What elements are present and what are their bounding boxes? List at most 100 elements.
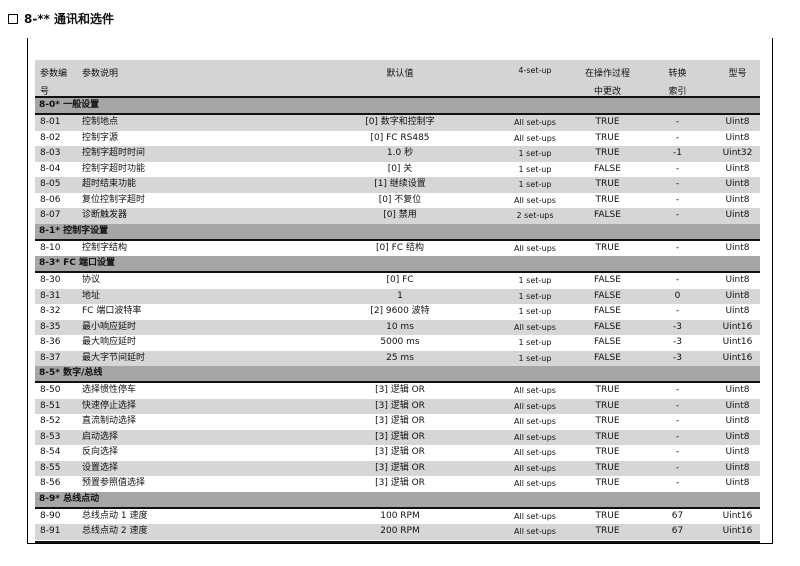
param-code: 8-07 [40,210,61,220]
param-code: 8-31 [40,290,61,301]
change-during-operation: TRUE [595,385,620,395]
data-type: Uint8 [725,117,750,127]
conversion-index: 67 [671,510,684,521]
default-value: 200 RPM [380,526,420,536]
table-row: 8-55 设置选择 [3] 逻辑 OR All set-ups TRUE - Uint8 [35,460,760,476]
data-type: Uint8 [725,132,750,143]
setup: All set-ups [514,479,556,488]
param-desc: 控制地点 [82,117,119,127]
conversion-index: 67 [671,526,684,536]
conversion-index: - [675,385,680,395]
table-row: 8-02 控制字源 [0] FC RS485 All set-ups TRUE - Uint… [35,131,760,147]
param-code: 8-32 [40,306,61,316]
change-during-operation: TRUE [595,510,620,521]
param-code: 8-56 [40,478,61,488]
setup: All set-ups [514,463,556,473]
setup: All set-ups [514,195,556,205]
param-code: 8-36 [40,337,61,347]
data-type: Uint8 [725,416,750,426]
change-during-operation: FALSE [594,210,621,220]
default-value: 100 RPM [380,510,420,521]
section-header: 8-1* 控制字设置 [35,223,760,241]
default-value: [3] 逻辑 OR [375,416,425,426]
conversion-index: - [675,447,680,457]
header-conv-2: 索引 [668,87,687,97]
default-value: [3] 逻辑 OR [375,385,425,395]
data-type: Uint16 [722,321,753,332]
change-during-operation: FALSE [594,306,621,316]
setup: All set-ups [514,243,556,253]
table-row: 8-10 控制字结构 [0] FC 结构 All set-ups TRUE - Uint8 [35,241,760,257]
table-row: 8-07 诊断触发器 [0] 禁用 2 set-ups FALSE - Uint8 [35,208,760,224]
default-value: [3] 逻辑 OR [375,400,425,411]
setup: 1 set-up [518,338,552,347]
section-header: 8-5* 数字/总线 [35,366,760,383]
param-desc: 控制字结构 [82,242,128,253]
table-row: 8-51 快速停止选择 [3] 逻辑 OR All set-ups TRUE - Uint8 [35,398,760,414]
param-code: 8-10 [40,242,61,253]
param-code: 8-30 [40,275,61,285]
data-type: Uint8 [725,275,750,285]
conversion-index: -3 [673,352,682,363]
default-value: [0] FC 结构 [376,242,424,253]
param-code: 8-51 [40,400,61,411]
param-desc: 控制字源 [82,132,119,143]
setup: All set-ups [514,527,556,536]
table-row: 8-36 最大响应延时 5000 ms 1 set-up FALSE -3 Uint16 [35,335,760,351]
conversion-index: - [675,163,680,174]
setup: All set-ups [514,322,556,332]
setup: All set-ups [514,401,556,411]
table-frame [27,38,773,544]
param-code: 8-55 [40,462,61,473]
table-row: 8-53 启动选择 [3] 逻辑 OR All set-ups TRUE - Uint8 [35,429,760,445]
change-during-operation: TRUE [595,194,620,205]
change-during-operation: TRUE [595,526,620,536]
header-code-2: 号 [40,87,50,97]
default-value: [0] 数字和控制字 [365,117,435,127]
setup: 1 set-up [518,276,552,285]
conversion-index: - [675,431,680,442]
param-desc: 地址 [82,290,101,301]
table-header: 参数编 号 参数说明 默认值 4-set-up 在操作过程 中更改 转换 索引 … [35,60,760,98]
table-row: 8-01 控制地点 [0] 数字和控制字 All set-ups TRUE - Uint8 [35,115,760,131]
param-desc: 选择惯性停车 [82,385,137,395]
change-during-operation: TRUE [595,242,620,253]
setup: All set-ups [514,432,556,442]
conversion-index: - [675,462,680,473]
header-conv: 转换 [668,69,687,79]
table-row: 8-35 最小响应延时 10 ms All set-ups FALSE -3 Uint16 [35,319,760,335]
header-type: 型号 [728,69,747,79]
change-during-operation: TRUE [595,478,620,488]
data-type: Uint8 [725,431,750,442]
param-desc: 复位控制字超时 [82,194,146,205]
table-bottom-rule [35,541,760,543]
param-desc: 最小响应延时 [82,321,137,332]
param-desc: 控制字超时时间 [82,148,146,158]
param-desc: 最大响应延时 [82,337,137,347]
data-type: Uint8 [725,179,750,189]
default-value: [0] 不复位 [378,194,422,205]
change-during-operation: TRUE [595,400,620,411]
param-desc: 协议 [82,275,101,285]
data-type: Uint8 [725,163,750,174]
change-during-operation: FALSE [594,352,621,363]
title-text: 8-** 通讯和选件 [24,12,115,26]
default-value: [0] 禁用 [383,210,417,220]
param-desc: 启动选择 [82,431,119,442]
param-desc: 总线点动 1 速度 [82,510,148,521]
table-row: 8-05 超时结束功能 [1] 继续设置 1 set-up TRUE - Uint8 [35,177,760,193]
header-desc: 参数说明 [82,69,119,79]
header-change-2: 中更改 [593,87,621,97]
checkbox-icon [8,13,18,24]
table-row: 8-06 复位控制字超时 [0] 不复位 All set-ups TRUE - Uint8 [35,193,760,209]
data-type: Uint8 [725,400,750,411]
data-type: Uint8 [725,478,750,488]
section-header: 8-9* 总线点动 [35,491,760,509]
change-during-operation: TRUE [595,447,620,457]
data-type: Uint8 [725,290,750,301]
param-desc: 最大字节间延时 [82,352,146,363]
header-change: 在操作过程 [584,69,630,79]
param-desc: 设置选择 [82,462,119,473]
default-value: 25 ms [386,352,414,363]
default-value: [3] 逻辑 OR [375,462,425,473]
